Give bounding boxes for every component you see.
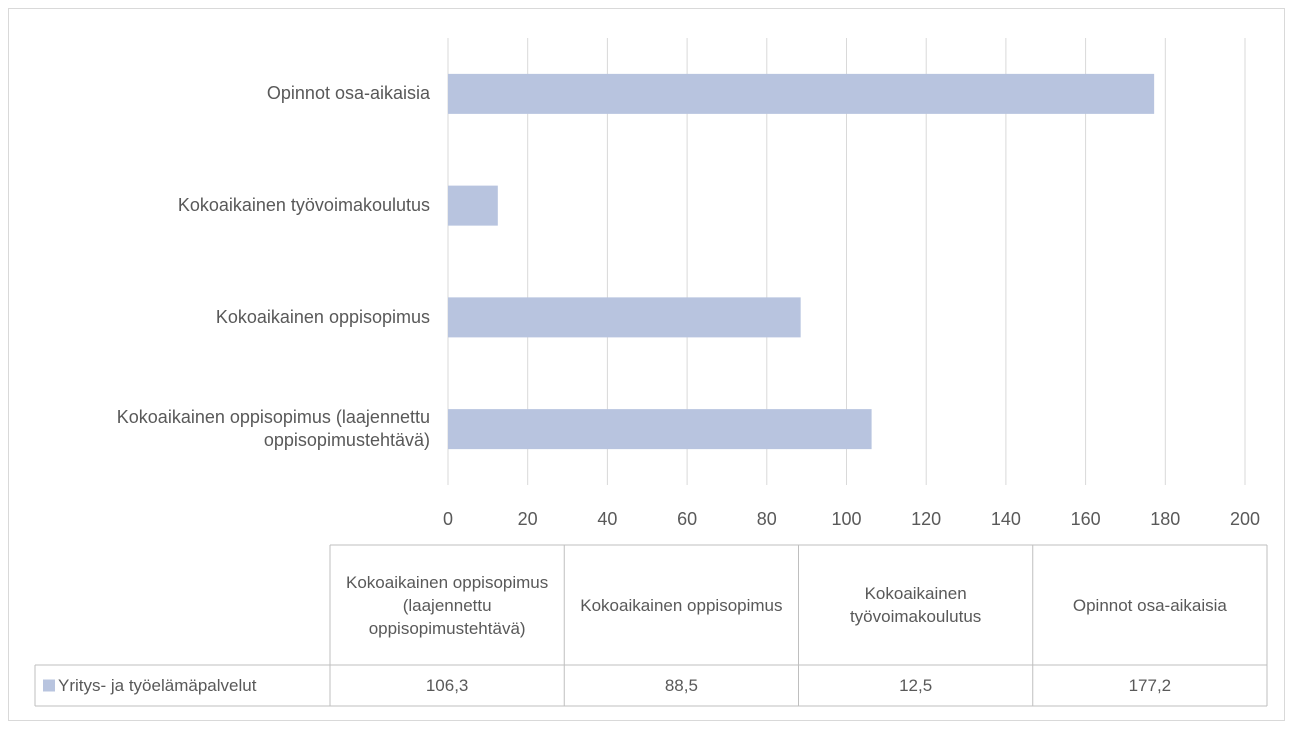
- x-tick-label: 120: [911, 509, 942, 529]
- x-tick-label: 80: [756, 509, 777, 529]
- table-header: Opinnot osa-aikaisia: [1072, 595, 1227, 615]
- x-tick-label: 180: [1150, 509, 1181, 529]
- table-value: 177,2: [1128, 676, 1172, 695]
- x-tick-label: 60: [677, 509, 698, 529]
- y-tick-label: Kokoaikainen oppisopimus: [215, 306, 430, 327]
- x-tick-label: 160: [1070, 509, 1101, 529]
- x-tick-label: 20: [517, 509, 538, 529]
- table-value: 12,5: [899, 676, 933, 695]
- legend-swatch: [43, 679, 55, 692]
- bar: [448, 409, 872, 450]
- table-header: Kokoaikainen oppisopimus (laajennettu op…: [346, 572, 549, 638]
- bar: [448, 185, 498, 226]
- table-header: Kokoaikainen työvoimakoulutus: [849, 584, 982, 626]
- x-tick-label: 40: [597, 509, 618, 529]
- table-value: 88,5: [664, 676, 698, 695]
- bar: [448, 297, 801, 338]
- y-tick-label: Kokoaikainen työvoimakoulutus: [177, 195, 430, 216]
- bar: [448, 73, 1155, 114]
- chart-frame: [8, 8, 1285, 721]
- table-value: 106,3: [425, 676, 469, 695]
- table-header: Kokoaikainen oppisopimus: [580, 595, 783, 615]
- x-tick-label: 200: [1229, 509, 1261, 529]
- legend-label: Yritys- ja työelämäpalvelut: [58, 676, 257, 695]
- y-tick-label: Opinnot osa-aikaisia: [266, 83, 430, 104]
- x-tick-label: 100: [831, 509, 862, 529]
- y-tick-label: Kokoaikainen oppisopimus (laajennettu op…: [116, 407, 430, 451]
- x-tick-label: 0: [442, 509, 453, 529]
- x-tick-label: 140: [990, 509, 1021, 529]
